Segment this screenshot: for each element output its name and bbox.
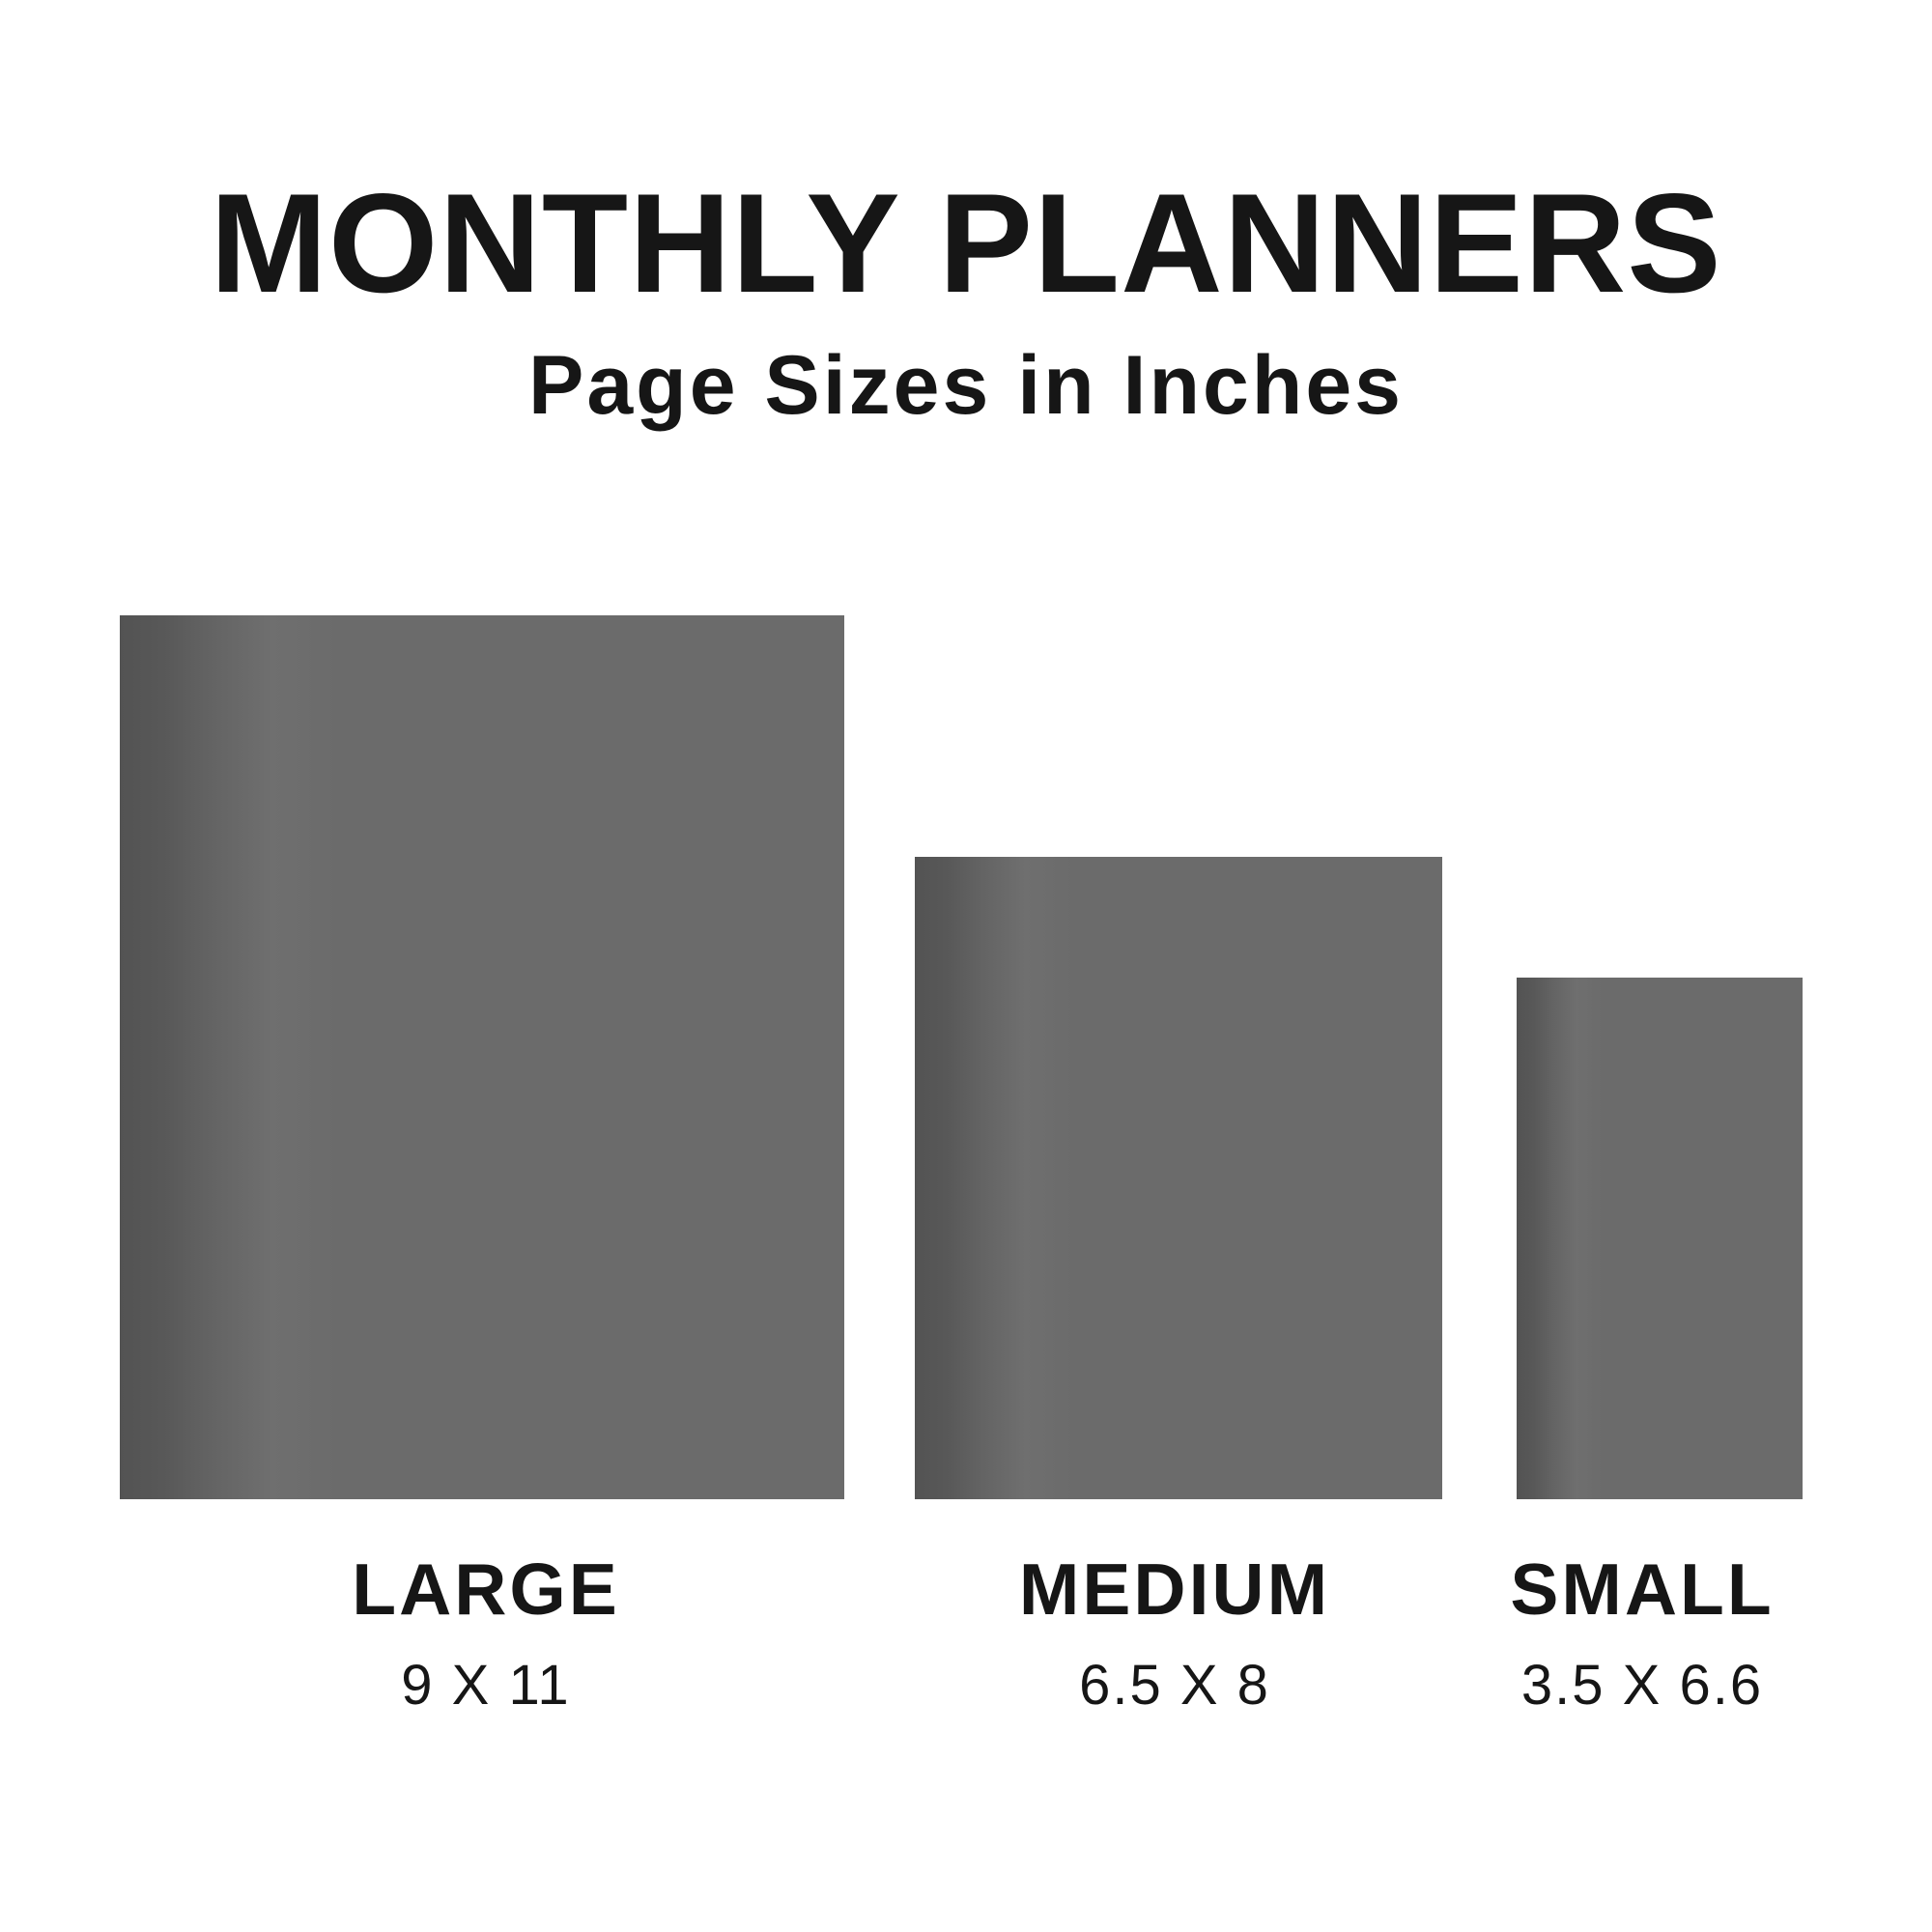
planner-page-small (1517, 978, 1803, 1499)
page-subtitle: Page Sizes in Inches (527, 339, 1405, 432)
planner-label-large: LARGE (352, 1548, 620, 1630)
planner-dimensions-small: 3.5 X 6.6 (1520, 1654, 1764, 1717)
planner-page-large (120, 615, 844, 1499)
planner-page-medium (915, 857, 1442, 1499)
page-title: MONTHLY PLANNERS (210, 164, 1722, 322)
planner-label-small: SMALL (1510, 1548, 1775, 1630)
planner-dimensions-medium: 6.5 X 8 (1079, 1654, 1270, 1717)
planner-dimensions-large: 9 X 11 (401, 1654, 571, 1717)
planner-label-medium: MEDIUM (1018, 1548, 1331, 1630)
